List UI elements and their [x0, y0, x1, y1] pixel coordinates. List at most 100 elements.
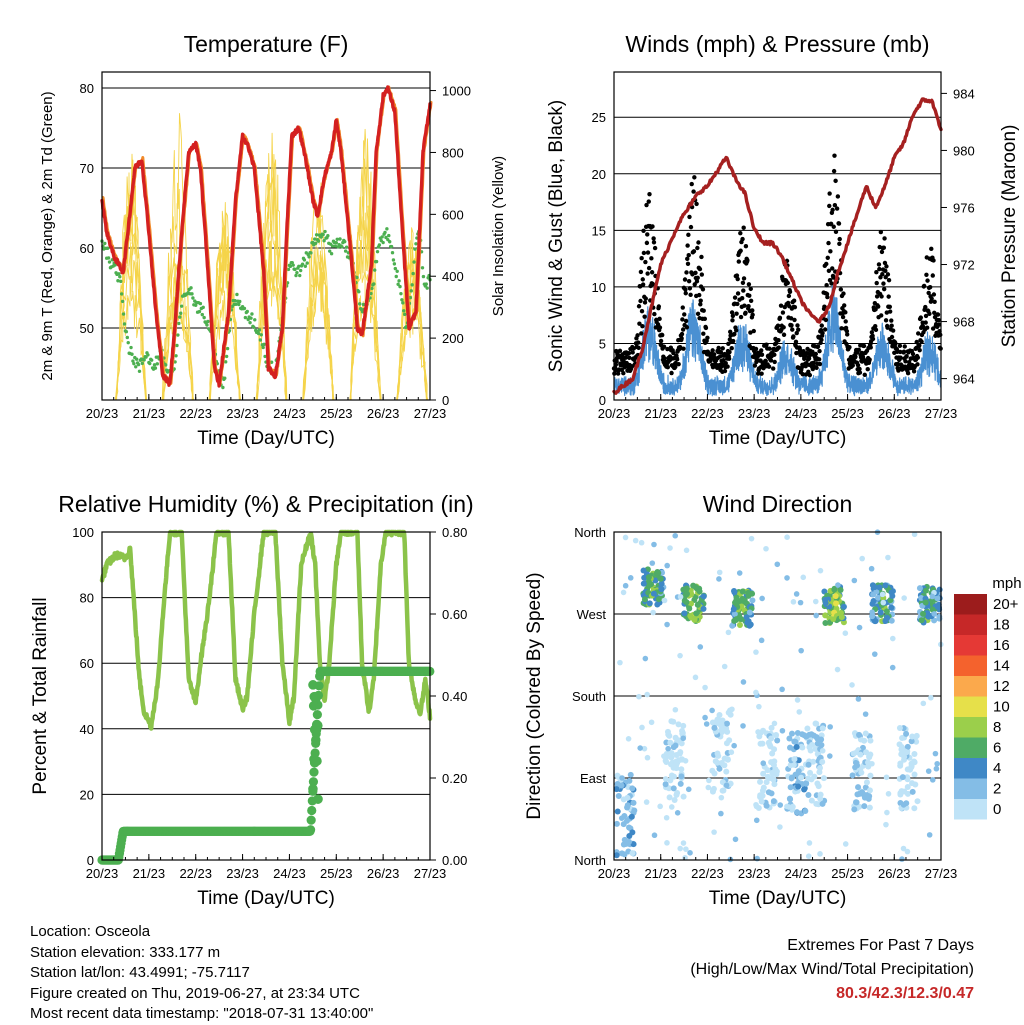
gust-point	[776, 337, 781, 343]
gust-point	[649, 256, 654, 261]
dewpoint-point	[293, 267, 297, 272]
wind-dir-point	[817, 851, 823, 857]
wind-dir-point	[796, 709, 803, 715]
gust-point	[680, 317, 685, 322]
x-tick-label-0: 20/23	[86, 406, 119, 421]
dewpoint-point	[132, 361, 136, 366]
dewpoint-point	[381, 240, 385, 245]
gust-point	[831, 224, 836, 229]
gust-point	[889, 323, 894, 328]
gust-point	[656, 304, 662, 309]
y-tick-label-3: South	[572, 689, 606, 704]
insolation-line	[302, 261, 334, 401]
wind-dir-point	[731, 610, 738, 617]
dewpoint-point	[390, 251, 395, 255]
gust-point	[642, 300, 648, 305]
dewpoint-point	[384, 235, 388, 240]
insolation-line	[116, 246, 147, 401]
wind-dir-point	[723, 720, 730, 727]
wind-dir-point	[859, 789, 866, 796]
gust-point	[772, 352, 777, 357]
chart-title-3: Wind Direction	[703, 491, 853, 517]
wind-dir-point	[882, 582, 889, 589]
gust-point	[776, 345, 782, 350]
wind-dir-point	[627, 575, 634, 581]
gust-point	[930, 273, 935, 278]
wind-dir-point	[837, 586, 844, 593]
dewpoint-point	[263, 354, 267, 359]
dewpoint-point	[413, 247, 417, 251]
gust-point	[650, 224, 655, 229]
wind-dir-point	[617, 659, 623, 666]
y-tick-label-1: 15	[592, 223, 606, 238]
wind-dir-point	[809, 741, 816, 748]
precip-point	[308, 784, 318, 794]
wind-dir-point	[827, 753, 833, 759]
wind-dir-point	[768, 775, 775, 782]
gust-point	[780, 310, 786, 315]
precip-point	[313, 794, 323, 804]
wind-dir-point	[729, 706, 735, 713]
dewpoint-point	[224, 360, 228, 364]
gust-point	[671, 350, 676, 356]
y-axis-label-3: Direction (Colored By Speed)	[524, 572, 545, 819]
gust-point	[869, 330, 875, 335]
gust-point	[735, 291, 741, 296]
gust-point	[929, 246, 934, 252]
x-tick-label-1: 21/23	[644, 406, 677, 421]
gust-point	[665, 364, 671, 370]
gust-point	[614, 359, 619, 364]
x-tick-label-1: 22/23	[691, 406, 724, 421]
gust-point	[793, 339, 799, 344]
wind-dir-point	[899, 856, 905, 862]
gust-point	[811, 360, 816, 366]
gust-point	[759, 352, 765, 357]
gust-point	[924, 325, 930, 330]
gust-point	[825, 255, 830, 260]
y-tick-label-1: 20	[592, 167, 606, 182]
x-tick-label-0: 25/23	[320, 406, 353, 421]
y2-tick-label-2: 0.80	[442, 525, 467, 540]
wind-dir-point	[931, 611, 938, 617]
wind-dir-point	[922, 587, 929, 594]
wind-dir-point	[665, 745, 671, 752]
wind-dir-point	[630, 799, 637, 806]
wind-dir-point	[901, 788, 908, 795]
gust-point	[840, 314, 846, 320]
wind-dir-point	[628, 813, 635, 820]
dewpoint-point	[146, 353, 150, 357]
wind-dir-point	[667, 545, 673, 551]
gust-point	[637, 321, 642, 326]
gust-point	[708, 358, 713, 363]
gust-point	[738, 248, 743, 253]
dewpoint-point	[250, 312, 254, 316]
precip-point	[309, 767, 319, 777]
wind-dir-point	[715, 752, 722, 759]
gust-point	[842, 303, 847, 308]
gust-point	[923, 313, 929, 319]
gust-point	[919, 339, 924, 344]
gust-point	[694, 279, 700, 284]
wind-dir-point	[693, 610, 700, 617]
wind-dir-point	[664, 728, 671, 735]
wind-dir-point	[899, 744, 905, 750]
gust-point	[736, 259, 742, 264]
gust-point	[867, 357, 872, 362]
gust-point	[841, 291, 846, 296]
wind-dir-point	[655, 596, 662, 603]
dewpoint-point	[153, 366, 158, 370]
gust-point	[886, 294, 891, 299]
dewpoint-point	[394, 274, 398, 279]
dewpoint-point	[197, 309, 202, 314]
dewpoint-point	[397, 279, 401, 283]
wind-dir-point	[636, 693, 642, 700]
legend-label: 18	[993, 617, 1010, 634]
gust-point	[874, 280, 879, 286]
gust-point	[753, 346, 759, 352]
gust-point	[652, 311, 657, 317]
wind-dir-point	[619, 775, 625, 781]
wind-dir-point	[822, 612, 829, 619]
precip-point	[308, 701, 319, 711]
gust-point	[844, 332, 850, 337]
gust-point	[748, 330, 753, 335]
